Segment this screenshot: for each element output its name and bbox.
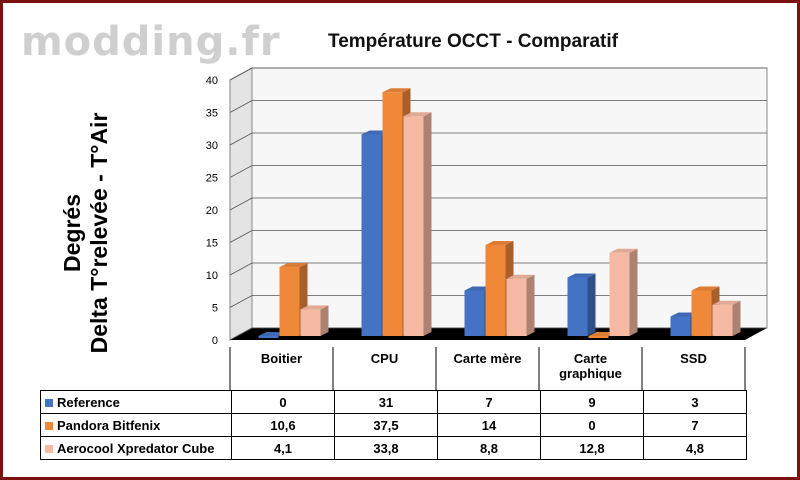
gridline: [229, 67, 767, 81]
data-label: 7: [643, 413, 747, 437]
bar-top: [712, 300, 741, 305]
bar: [691, 290, 712, 336]
y-tick-label: 40: [206, 75, 218, 87]
bar-top: [485, 241, 514, 245]
data-label: 12,8: [540, 436, 644, 460]
y-tick-label: 35: [206, 108, 218, 120]
data-label: 14: [437, 413, 541, 437]
bar: [588, 336, 609, 338]
x-category-label: Carte mère: [454, 351, 522, 366]
table-row: Reference 0 31 7 9 3: [40, 390, 747, 414]
bar-side: [629, 248, 638, 336]
series-name: Pandora Bitfenix: [57, 417, 161, 433]
bar-top: [506, 274, 535, 279]
bar: [670, 316, 691, 336]
gridline: [229, 197, 767, 211]
bar: [403, 116, 424, 336]
table-row: Aerocool Xpredator Cube 4,1 33,8 8,8 12,8 4,8: [40, 436, 747, 460]
gridline: [229, 230, 767, 243]
y-tick-label: 30: [206, 140, 218, 152]
bar: [609, 252, 630, 336]
gridline: [229, 165, 767, 178]
bar-top: [609, 248, 638, 253]
data-label: 8,8: [437, 436, 541, 460]
data-label: 9: [540, 390, 644, 414]
data-label: 10,6: [231, 413, 335, 437]
y-tick-label: 10: [206, 270, 218, 282]
bar-side: [732, 300, 741, 336]
data-label: 0: [231, 390, 335, 414]
bar: [361, 134, 382, 336]
x-category-label: CPU: [371, 351, 398, 366]
series-name-cell: Aerocool Xpredator Cube: [40, 436, 232, 460]
bar: [382, 92, 403, 336]
bar-side: [587, 273, 596, 336]
bar-top: [403, 112, 432, 117]
y-tick-label: 20: [206, 205, 218, 217]
bar-top: [279, 263, 308, 268]
bar-top: [691, 286, 720, 291]
bar-top: [382, 88, 411, 93]
gridline: [229, 132, 767, 146]
data-label: 0: [540, 413, 644, 437]
watermark-logo: modding.fr: [21, 19, 281, 65]
data-table: Reference 0 31 7 9 3 Pandora Bitfenix 10,6 37,5 1…: [40, 390, 747, 460]
series-name: Reference: [57, 394, 120, 410]
y-tick-label: 15: [206, 238, 218, 250]
x-category-label: Boitier: [261, 351, 302, 366]
series-name-cell: Pandora Bitfenix: [40, 413, 232, 437]
series-name: Aerocool Xpredator Cube: [57, 440, 215, 456]
bar-top: [300, 305, 329, 310]
legend-swatch: [45, 422, 53, 431]
x-category-label: graphique: [559, 366, 622, 381]
x-category-label: Carte: [574, 351, 607, 366]
data-label: 37,5: [334, 413, 438, 437]
data-label: 7: [437, 390, 541, 414]
gridline: [229, 100, 767, 113]
data-label: 3: [643, 390, 747, 414]
bar: [712, 304, 733, 336]
table-row: Pandora Bitfenix 10,6 37,5 14 0 7: [40, 413, 747, 437]
y-tick-label: 5: [212, 303, 218, 315]
bar: [506, 278, 527, 336]
data-label: 31: [334, 390, 438, 414]
chart-title: Température OCCT - Comparatif: [328, 31, 618, 52]
y-tick-label: 25: [206, 173, 218, 185]
bar: [258, 336, 279, 338]
data-label: 4,1: [231, 436, 335, 460]
bar: [567, 277, 588, 336]
bar-top: [567, 273, 596, 278]
data-label: 33,8: [334, 436, 438, 460]
bar: [485, 245, 506, 336]
legend-swatch: [45, 445, 53, 454]
data-label: 4,8: [643, 436, 747, 460]
legend-swatch: [45, 399, 53, 408]
bar: [300, 309, 321, 336]
bar-side: [526, 274, 535, 336]
bar: [279, 267, 300, 336]
x-category-label: SSD: [680, 351, 707, 366]
bar: [464, 290, 485, 336]
bar-side: [423, 112, 432, 336]
bar-side: [320, 305, 329, 336]
series-name-cell: Reference: [40, 390, 232, 414]
gridline: [229, 262, 767, 276]
y-tick-label: 0: [212, 335, 218, 347]
